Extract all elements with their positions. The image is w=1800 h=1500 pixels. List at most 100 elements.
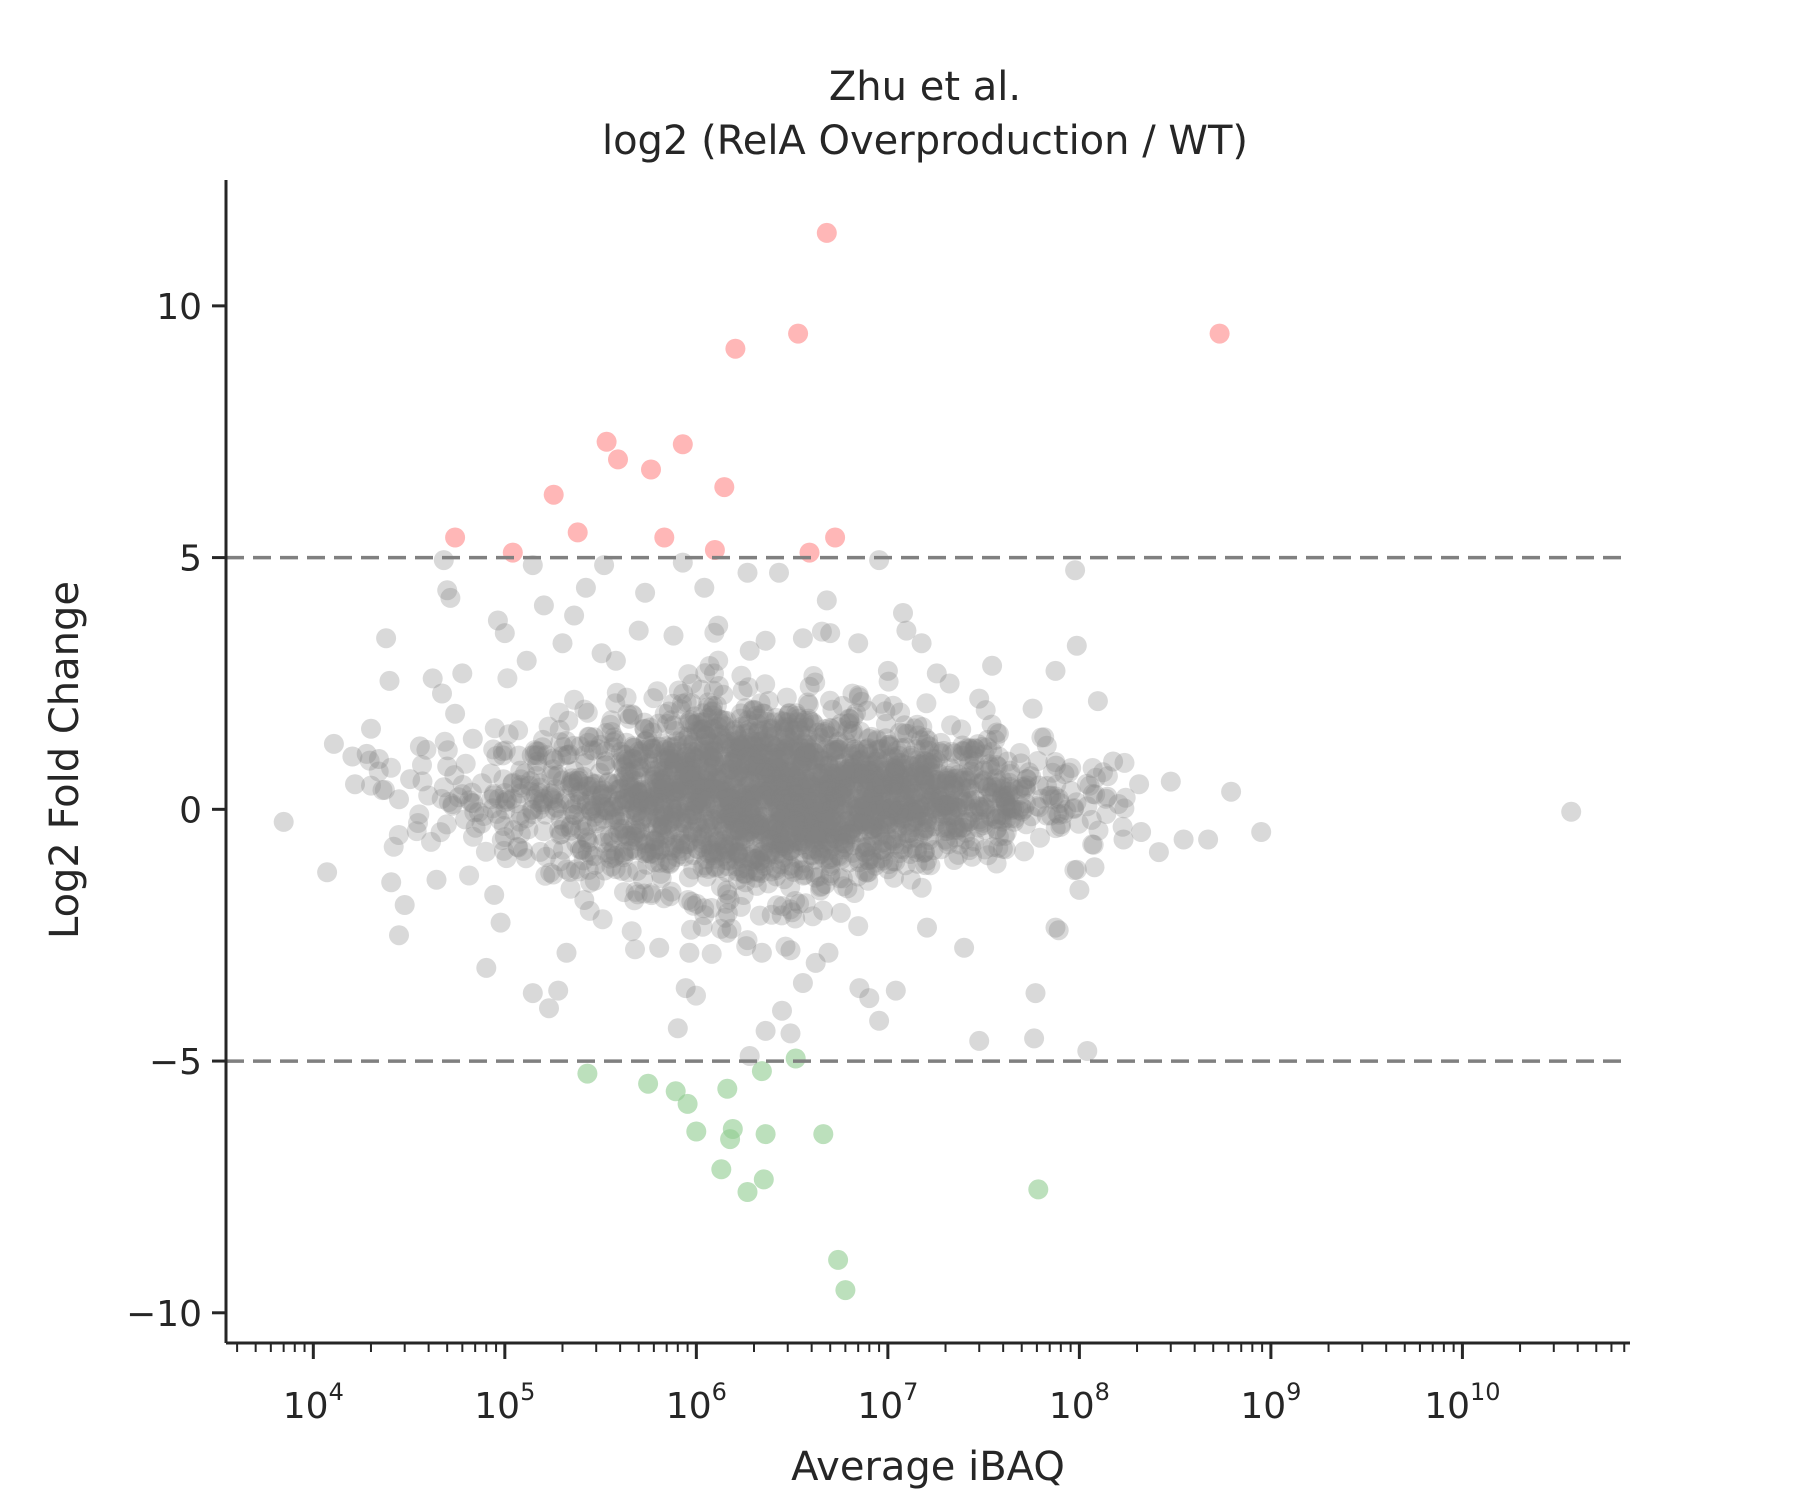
data-point [656, 713, 677, 734]
data-point [935, 773, 956, 794]
data-point [694, 898, 715, 919]
data-point [592, 784, 613, 805]
data-point [729, 761, 750, 782]
data-point [856, 836, 877, 857]
data-point [658, 701, 679, 722]
data-point [668, 774, 689, 795]
data-point [845, 782, 866, 802]
data-point-neutral [437, 756, 458, 777]
data-point [858, 760, 879, 781]
data-point [908, 828, 929, 849]
data-point [863, 818, 884, 839]
data-point [596, 722, 617, 743]
data-point [680, 761, 701, 782]
data-point [798, 750, 819, 771]
data-point [868, 795, 889, 816]
data-point [936, 769, 957, 790]
data-point [939, 790, 960, 811]
data-point [736, 754, 756, 775]
data-point [641, 813, 662, 834]
data-point [515, 763, 536, 784]
data-point [695, 725, 716, 746]
data-point [757, 757, 777, 778]
data-point [676, 692, 697, 713]
data-point [821, 718, 842, 739]
data-point-neutral [379, 670, 400, 691]
data-point [746, 705, 766, 726]
data-point [811, 621, 832, 642]
data-point [875, 798, 896, 819]
data-point [991, 788, 1012, 809]
data-point [655, 750, 676, 770]
data-point [865, 770, 886, 791]
data-point [717, 789, 738, 810]
data-point [731, 737, 752, 758]
data-point [858, 862, 879, 882]
data-point [880, 806, 901, 826]
data-point [603, 737, 624, 758]
data-point [760, 750, 780, 771]
data-point [1000, 784, 1021, 804]
data-point [518, 819, 539, 840]
data-point [930, 732, 951, 753]
data-point-neutral [1087, 691, 1108, 712]
data-point [996, 822, 1017, 843]
data-point [698, 788, 718, 809]
data-point [896, 794, 917, 815]
data-point [644, 852, 665, 873]
data-point [969, 809, 990, 830]
data-point [764, 796, 784, 817]
data-point [887, 740, 907, 761]
data-point [623, 736, 643, 757]
data-point [684, 795, 705, 816]
data-point [735, 814, 756, 835]
data-point [816, 770, 837, 791]
data-point [871, 773, 892, 794]
data-point [733, 852, 754, 873]
data-point [577, 702, 598, 723]
data-point [862, 831, 883, 852]
data-point [928, 752, 949, 773]
data-point [920, 855, 941, 876]
data-point [855, 755, 876, 775]
data-point [716, 824, 737, 845]
data-point [930, 790, 951, 811]
data-point [670, 831, 691, 852]
data-point [766, 757, 787, 778]
data-point [977, 845, 998, 866]
data-point [957, 797, 978, 818]
data-point [922, 786, 943, 807]
data-point [887, 763, 908, 784]
data-point-neutral [533, 595, 554, 616]
data-point [753, 743, 774, 764]
data-point [775, 725, 796, 746]
data-point [931, 786, 952, 807]
data-point [806, 811, 827, 832]
data-point [807, 763, 828, 784]
data-point [906, 739, 926, 760]
data-point [495, 792, 516, 813]
data-point [772, 783, 793, 804]
data-point [687, 758, 707, 779]
data-point [868, 779, 889, 800]
data-point [683, 734, 703, 755]
data-point [818, 794, 839, 815]
data-point [702, 700, 723, 721]
data-point [510, 775, 531, 795]
data-point [826, 807, 847, 827]
data-point [675, 758, 696, 779]
data-point [861, 726, 882, 747]
data-point [999, 772, 1020, 793]
data-point [891, 770, 912, 791]
data-point [731, 796, 752, 817]
data-point-neutral [1025, 983, 1046, 1004]
data-point [998, 781, 1019, 802]
data-point [973, 760, 994, 781]
data-point [864, 754, 885, 775]
data-point-down [638, 1073, 659, 1094]
data-point [963, 740, 984, 761]
data-point [778, 813, 799, 834]
data-point [847, 798, 868, 819]
data-point [784, 826, 805, 847]
data-point [927, 792, 948, 813]
